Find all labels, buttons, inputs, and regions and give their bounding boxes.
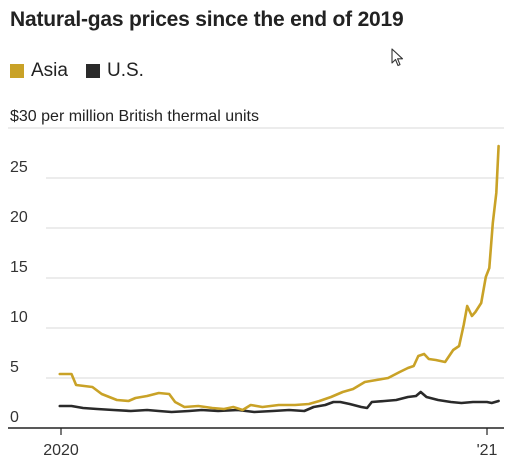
chart-title: Natural-gas prices since the end of 2019 [10,8,404,31]
y-tick-label-20: 20 [10,209,28,226]
legend-label-asia: Asia [31,60,68,81]
legend-label-us: U.S. [106,60,144,81]
x-tick-label-1: '21 [477,442,498,459]
series-lines [58,144,500,414]
legend-item-asia: Asia [10,60,68,82]
legend: Asia U.S. [10,60,162,82]
legend-swatch-asia [10,64,24,78]
x-tick-label-0: 2020 [43,442,79,459]
mouse-cursor-icon [391,48,404,67]
legend-swatch-us [85,64,100,78]
series-line-us [58,390,500,414]
legend-item-us: U.S. [85,60,144,82]
y-tick-label-25: 25 [10,159,28,176]
y-tick-label-15: 15 [10,259,28,276]
series-line-asia [58,144,500,412]
y-tick-labels: 0 5 10 15 20 25 [10,159,28,426]
y-tick-label-0: 0 [10,409,19,426]
y-tick-label-10: 10 [10,309,28,326]
gridlines [8,127,504,379]
units-label: $30 per million British thermal units [10,108,259,125]
y-tick-label-5: 5 [10,359,19,376]
x-axis: 2020 '21 [8,427,504,459]
